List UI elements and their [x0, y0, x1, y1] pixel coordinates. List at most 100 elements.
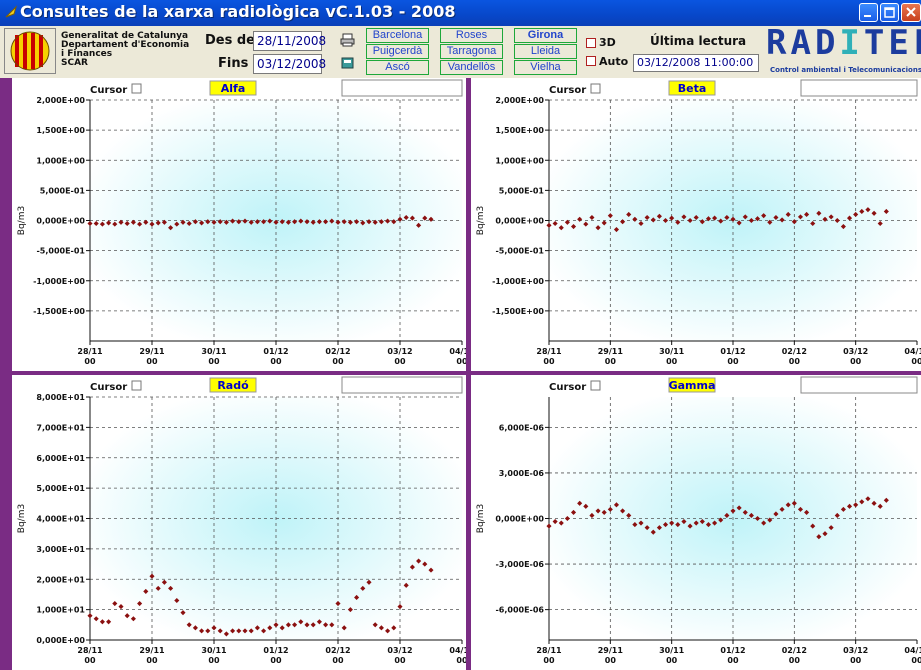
data-point: [620, 508, 626, 514]
station-roses[interactable]: Roses: [440, 28, 503, 43]
cursor-checkbox[interactable]: [590, 83, 601, 94]
station-girona[interactable]: Girona: [514, 28, 577, 43]
y-tick-label: 2,000E+00: [36, 96, 85, 105]
x-tick-sublabel: 00: [666, 656, 678, 665]
y-tick-label: 5,000E-01: [499, 186, 545, 195]
station-asco[interactable]: Ascó: [366, 60, 429, 75]
minimize-button[interactable]: [859, 3, 878, 22]
from-date-label: Des de: [205, 33, 255, 48]
y-tick-label: 0,000E+00: [36, 217, 85, 226]
chart-title: Alfa: [221, 82, 246, 95]
x-tick-sublabel: 00: [208, 656, 220, 665]
data-point: [748, 217, 754, 224]
data-point: [174, 221, 180, 227]
x-tick-sublabel: 00: [727, 656, 739, 665]
to-date-field[interactable]: 03/12/2008: [253, 54, 326, 74]
cursor-checkbox[interactable]: [131, 83, 142, 94]
station-vandellos[interactable]: Vandellòs: [440, 60, 503, 75]
y-tick-label: 2,000E+00: [495, 96, 544, 105]
x-tick-label: 29/11: [598, 347, 624, 356]
data-point: [853, 211, 859, 218]
y-tick-label: 1,000E+00: [36, 156, 85, 165]
x-tick-label: 30/11: [659, 347, 685, 356]
cursor-checkbox[interactable]: [131, 380, 142, 391]
x-tick-label: 28/11: [77, 347, 103, 356]
x-tick-label: 01/12: [720, 347, 745, 356]
x-tick-label: 29/11: [139, 347, 165, 356]
cursor-label: Cursor: [549, 382, 586, 393]
station-puigcerda[interactable]: Puigcerdà: [366, 44, 429, 59]
chart-panel-beta: Cursor Beta Bq/m3 2,000E+00 1,500E+00 1,000E+…: [471, 78, 921, 371]
data-point: [546, 523, 552, 529]
data-point: [87, 220, 93, 227]
checkbox-auto[interactable]: [586, 56, 596, 66]
x-tick-sublabel: 00: [911, 357, 921, 366]
x-tick-sublabel: 00: [543, 656, 555, 665]
data-point: [236, 219, 242, 225]
chart-title-badge: [209, 80, 257, 96]
data-point: [99, 221, 105, 227]
organization-name: Generalitat de Catalunya Departament d'E…: [61, 32, 189, 68]
org-line: Departament d'Economia: [61, 40, 190, 50]
chart-beta: Cursor Beta Bq/m3 2,000E+00 1,500E+00 1,000E+…: [476, 79, 921, 366]
chart-panel-alfa: Cursor Alfa Bq/m3 2,000E+00 1,500E+00 1,000E+…: [12, 78, 466, 371]
x-tick-label: 02/12: [325, 646, 350, 655]
maximize-button[interactable]: [880, 3, 899, 22]
station-barcelona[interactable]: Barcelona: [366, 28, 429, 43]
brand-text: RADITEL: [766, 23, 921, 63]
data-point: [230, 218, 236, 224]
data-point: [681, 214, 687, 220]
x-tick-label: 03/12: [843, 646, 868, 655]
cursor-label: Cursor: [549, 85, 586, 96]
data-point: [180, 610, 186, 616]
y-tick-label: -3,000E-06: [495, 560, 544, 569]
data-point: [650, 217, 656, 223]
x-tick-sublabel: 00: [727, 357, 739, 366]
chart-title-badge: [209, 377, 257, 393]
data-point: [712, 215, 718, 221]
from-date-field[interactable]: 28/11/2008: [253, 31, 326, 51]
data-point: [791, 500, 797, 506]
data-point: [385, 218, 391, 224]
data-point: [366, 219, 372, 225]
x-tick-sublabel: 00: [456, 357, 466, 366]
title-bar: Consultes de la xarxa radiològica vC.1.0…: [0, 0, 921, 26]
cursor-checkbox[interactable]: [590, 380, 601, 391]
y-tick-label: 2,000E+01: [36, 575, 85, 584]
data-point: [742, 214, 748, 220]
printer-icon[interactable]: [340, 33, 355, 47]
checkbox-3d[interactable]: [586, 38, 596, 48]
x-tick-sublabel: 00: [789, 357, 801, 366]
y-tick-label: 7,000E+01: [36, 423, 85, 432]
x-tick-sublabel: 00: [146, 656, 158, 665]
data-point: [877, 503, 883, 509]
station-tarragona[interactable]: Tarragona: [440, 44, 503, 59]
station-lleida[interactable]: Lleida: [514, 44, 577, 59]
x-tick-sublabel: 00: [84, 357, 96, 366]
close-icon: [906, 7, 916, 17]
x-tick-sublabel: 00: [911, 656, 921, 665]
x-tick-label: 04/12: [904, 347, 921, 356]
chart-title: Gamma: [669, 379, 716, 392]
data-point: [865, 207, 871, 213]
station-vielha[interactable]: Vielha: [514, 60, 577, 75]
y-tick-label: -1,500E+00: [33, 307, 85, 316]
last-reading-label: Última lectura: [650, 34, 747, 48]
y-tick-label: -1,000E+00: [492, 277, 544, 286]
data-point: [118, 219, 124, 225]
x-tick-label: 02/12: [782, 646, 807, 655]
data-point: [871, 500, 877, 506]
data-point: [186, 220, 192, 227]
export-icon[interactable]: [340, 56, 355, 70]
data-point: [644, 214, 650, 221]
x-tick-label: 04/12: [904, 646, 921, 655]
data-point: [261, 219, 267, 225]
close-button[interactable]: [901, 3, 921, 22]
x-tick-label: 28/11: [536, 347, 562, 356]
y-tick-label: 0,000E+00: [495, 217, 544, 226]
x-tick-sublabel: 00: [270, 656, 282, 665]
y-tick-label: -1,500E+00: [492, 307, 544, 316]
data-point: [199, 220, 205, 226]
y-axis-label: Bq/m3: [476, 206, 486, 235]
chart-title-badge: [668, 377, 716, 393]
